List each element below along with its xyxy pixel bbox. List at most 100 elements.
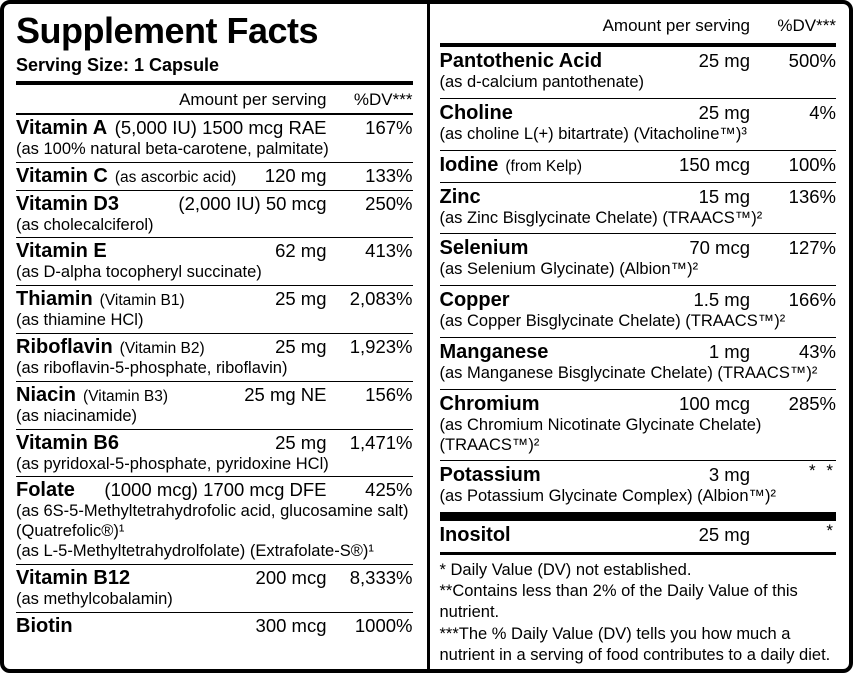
nutrient-main-line: Manganese 1 mg 43%	[440, 341, 837, 364]
nutrient-main-line: Folate (1000 mcg) 1700 mcg DFE 425%	[16, 479, 413, 502]
nutrient-name: Vitamin E	[16, 240, 107, 263]
nutrient-row-vitamin-b12: Vitamin B12 200 mcg 8,333% (as methylcobala…	[16, 563, 413, 612]
nutrient-main-line: Inositol 25 mg *	[440, 521, 837, 547]
nutrient-amount: 25 mg	[698, 101, 750, 123]
nutrient-percent-dv: 1,471%	[349, 431, 413, 453]
nutrient-detail: (from Kelp)	[505, 157, 583, 175]
nutrient-main-line: Thiamin (Vitamin B1) 25 mg 2,083%	[16, 288, 413, 311]
nutrient-source-text: (as cholecalciferol)	[16, 215, 154, 234]
nutrient-detail: (Vitamin B3)	[83, 387, 169, 405]
nutrient-percent-dv: 500%	[788, 50, 836, 71]
nutrient-source-text: (as D-alpha tocopheryl succinate)	[16, 263, 262, 282]
nutrient-name: Iodine	[439, 153, 499, 176]
nutrient-source-text: (as riboflavin-5-phosphate, riboflavin)	[16, 359, 288, 378]
nutrient-row-vitamin-c: Vitamin C (as ascorbic acid) 120 mg 133%	[16, 161, 413, 190]
nutrient-name: Chromium	[439, 392, 540, 415]
footnote-line: **Contains less than 2% of the Daily Val…	[439, 582, 798, 622]
nutrient-percent-dv: 43%	[798, 340, 836, 362]
left-column: Supplement Facts Serving Size: 1 Capsule…	[4, 4, 427, 669]
nutrient-percent-dv: 133%	[365, 164, 413, 186]
nutrient-percent-dv: 425%	[365, 479, 413, 501]
amount-per-serving-header: Amount per serving	[179, 89, 327, 109]
right-nutrient-rows: Pantothenic Acid 25 mg 500% (as d-calcium p…	[439, 47, 837, 552]
serving-size: Serving Size: 1 Capsule	[16, 55, 413, 85]
nutrient-source-text: (as Zinc Bisglycinate Chelate) (TRAACS™)…	[439, 208, 763, 227]
nutrient-main-line: Vitamin B12 200 mcg 8,333%	[16, 567, 413, 590]
nutrient-percent-dv: 156%	[365, 383, 413, 405]
nutrient-row-chromium: Chromium 100 mcg 285% (as Chromium Nicotina…	[439, 388, 837, 461]
nutrient-name: Pantothenic Acid	[439, 50, 603, 72]
nutrient-main-line: Niacin (Vitamin B3) 25 mg NE 156%	[16, 384, 413, 407]
nutrient-main-line: Vitamin D3 (2,000 IU) 50 mcg 250%	[16, 193, 413, 216]
nutrient-source-text: (as thiamine HCl)	[16, 311, 144, 330]
nutrient-amount: (2,000 IU) 50 mcg	[178, 192, 327, 214]
nutrient-main-line: Copper 1.5 mg 166%	[440, 289, 837, 312]
nutrient-row-vitamin-b6: Vitamin B6 25 mg 1,471% (as pyridoxal-5-pho…	[16, 428, 413, 477]
nutrient-source-text: (as Selenium Glycinate) (Albion™)²	[439, 260, 699, 279]
column-divider	[426, 4, 430, 669]
nutrient-name: Vitamin C	[16, 164, 108, 187]
nutrient-amount: 150 mcg	[679, 153, 750, 175]
footnote-line: ***The % Daily Value (DV) tells you how …	[439, 624, 831, 670]
nutrient-detail: (Vitamin B2)	[119, 340, 205, 358]
nutrient-percent-dv: 285%	[788, 392, 836, 414]
nutrient-row-inositol: Inositol 25 mg *	[439, 512, 837, 552]
nutrient-source-text: (as pyridoxal-5-phosphate, pyridoxine HC…	[16, 454, 329, 473]
nutrient-amount: 3 mg	[708, 464, 750, 486]
percent-dv-header: %DV***	[353, 89, 413, 109]
nutrient-percent-dv: 1,923%	[349, 336, 413, 358]
nutrient-amount: 100 mcg	[679, 392, 750, 414]
nutrient-amount: 200 mcg	[255, 566, 327, 588]
nutrient-source-text: (as d-calcium pantothenate)	[439, 73, 645, 91]
nutrient-percent-dv: 136%	[788, 185, 836, 207]
nutrient-percent-dv: *	[826, 521, 836, 541]
left-column-header: Amount per serving %DV***	[16, 85, 413, 115]
nutrient-percent-dv: 8,333%	[349, 566, 413, 588]
nutrient-main-line: Vitamin E 62 mg 413%	[16, 240, 413, 263]
nutrient-detail: (Vitamin B1)	[99, 292, 185, 310]
nutrient-percent-dv: 127%	[788, 237, 836, 259]
percent-dv-header: %DV***	[777, 16, 836, 35]
nutrient-name: Niacin	[16, 383, 77, 406]
nutrient-row-iodine: Iodine (from Kelp) 150 mcg 100%	[439, 149, 837, 182]
nutrient-source-text: (as Chromium Nicotinate Glycinate Chelat…	[439, 415, 762, 454]
nutrient-main-line: Riboflavin (Vitamin B2) 25 mg 1,923%	[16, 336, 413, 359]
nutrient-main-line: Vitamin B6 25 mg 1,471%	[16, 432, 413, 455]
nutrient-row-vitamin-d3: Vitamin D3 (2,000 IU) 50 mcg 250% (as chole…	[16, 189, 413, 238]
nutrient-amount: (5,000 IU) 1500 mcg RAE	[114, 116, 327, 138]
nutrient-source-text: (as niacinamide)	[16, 406, 138, 425]
nutrient-name: Potassium	[439, 464, 541, 487]
nutrient-percent-dv: 166%	[788, 289, 836, 311]
nutrient-amount: 25 mg	[275, 288, 327, 310]
nutrient-amount: 300 mcg	[255, 614, 327, 636]
nutrient-row-vitamin-e: Vitamin E 62 mg 413% (as D-alpha tocopheryl…	[16, 237, 413, 285]
nutrient-row-manganese: Manganese 1 mg 43% (as Manganese Bisglycina…	[439, 336, 837, 389]
footnotes: * Daily Value (DV) not established. **Con…	[439, 552, 836, 670]
nutrient-name: Folate	[16, 479, 75, 502]
label-title: Supplement Facts	[16, 10, 319, 51]
nutrient-name: Zinc	[439, 185, 481, 208]
left-nutrient-rows: Vitamin A (5,000 IU) 1500 mcg RAE 167% (as …	[16, 115, 413, 640]
nutrient-main-line: Iodine (from Kelp) 150 mcg 100%	[440, 154, 837, 177]
right-column: Amount per serving %DV*** Pantothenic Ac…	[430, 4, 850, 669]
nutrient-percent-dv: 4%	[809, 101, 836, 123]
nutrient-percent-dv: 100%	[788, 153, 836, 175]
nutrient-percent-dv: 1000%	[354, 614, 413, 636]
nutrient-main-line: Pantothenic Acid 25 mg 500%	[440, 50, 837, 73]
nutrient-name: Copper	[439, 289, 510, 312]
amount-per-serving-header: Amount per serving	[602, 16, 750, 35]
nutrient-main-line: Selenium 70 mcg 127%	[440, 237, 837, 260]
nutrient-amount: 120 mg	[264, 164, 327, 186]
nutrient-amount: 25 mg	[698, 524, 750, 546]
nutrient-amount: 1 mg	[708, 340, 750, 362]
nutrient-percent-dv: 167%	[365, 116, 413, 138]
nutrient-percent-dv: 250%	[365, 192, 413, 214]
nutrient-amount: 1.5 mg	[693, 289, 750, 311]
nutrient-amount: 25 mg NE	[244, 383, 327, 405]
nutrient-main-line: Chromium 100 mcg 285%	[440, 393, 837, 416]
right-column-header: Amount per serving %DV***	[439, 14, 836, 47]
nutrient-main-line: Potassium 3 mg * *	[439, 461, 837, 487]
nutrient-row-zinc: Zinc 15 mg 136% (as Zinc Bisglycinate Chela…	[439, 181, 836, 234]
nutrient-row-vitamin-a: Vitamin A (5,000 IU) 1500 mcg RAE 167% (as …	[16, 115, 413, 162]
